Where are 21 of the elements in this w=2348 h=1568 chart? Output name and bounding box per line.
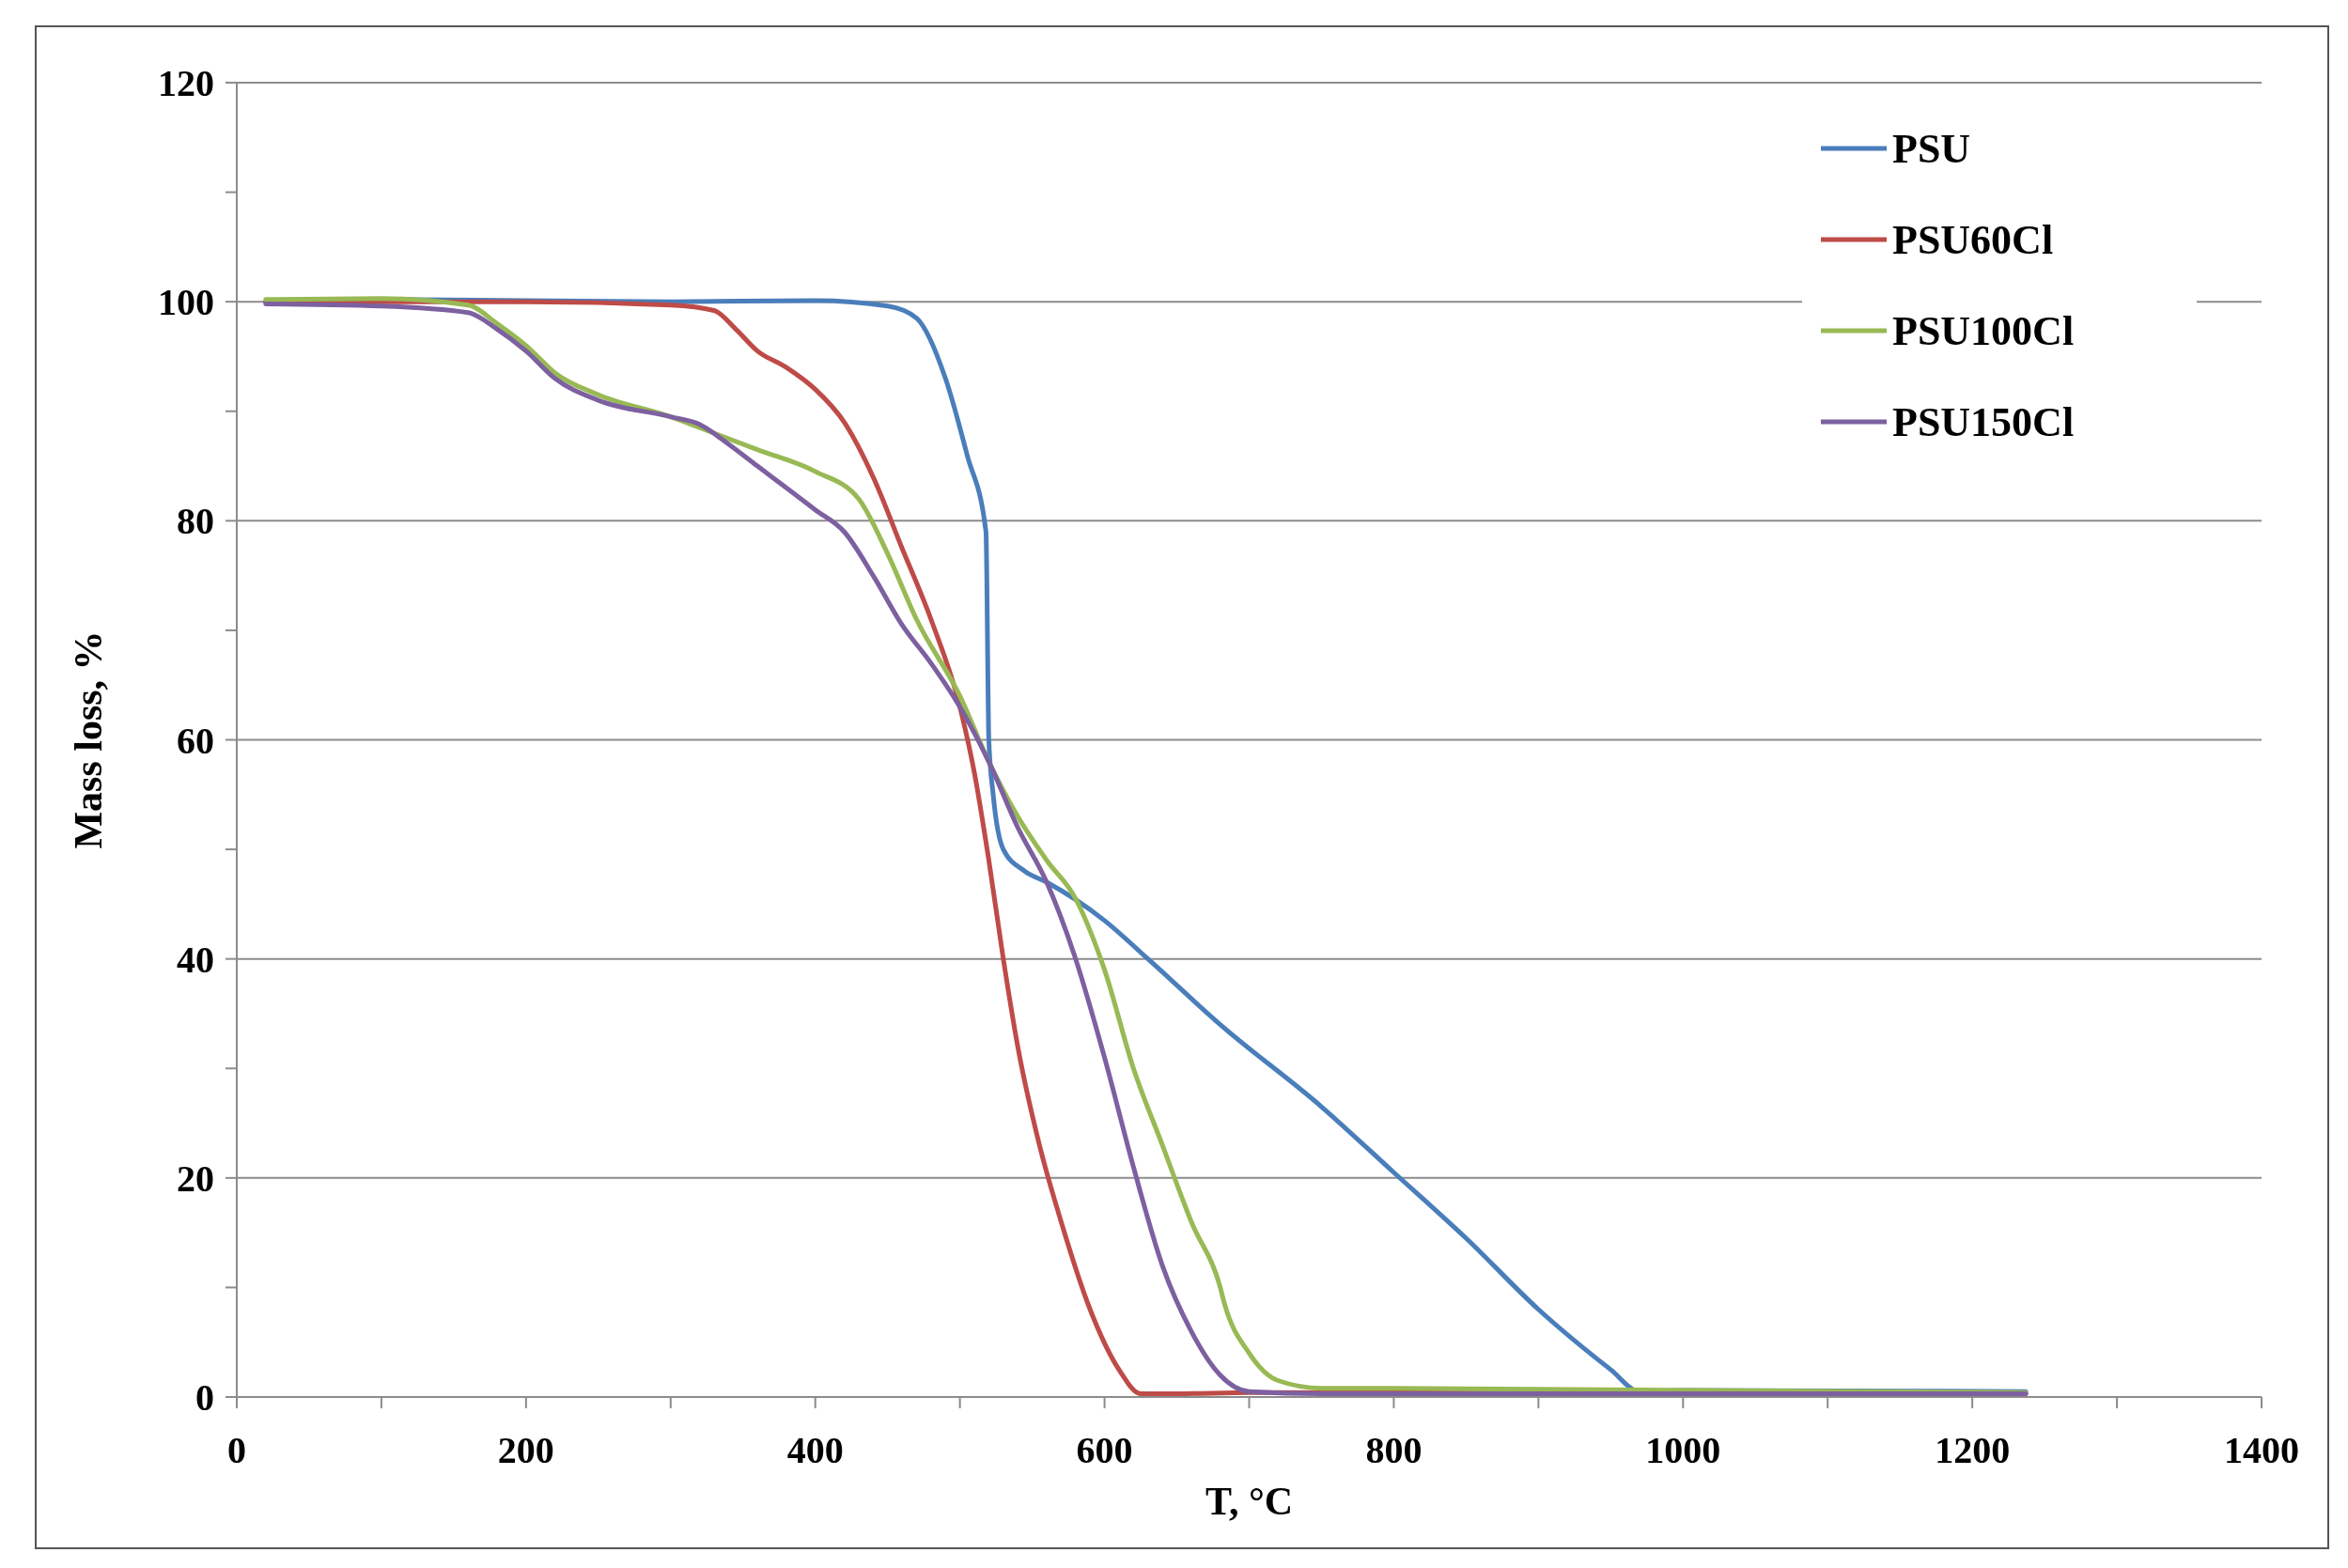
y-tick-label: 120 xyxy=(158,62,214,104)
y-tick-label: 40 xyxy=(177,938,214,981)
x-tick-label: 200 xyxy=(497,1429,554,1471)
y-tick-label: 20 xyxy=(177,1157,214,1200)
legend-label: PSU100Cl xyxy=(1892,308,2075,355)
x-tick-label: 400 xyxy=(786,1429,844,1471)
legend-label: PSU xyxy=(1892,126,1971,173)
x-tick-label: 0 xyxy=(227,1429,246,1471)
x-tick-label: 800 xyxy=(1365,1429,1423,1471)
y-axis-title: Mass loss, % xyxy=(67,630,110,849)
x-axis-title: T, °C xyxy=(1205,1480,1294,1523)
x-tick-label: 600 xyxy=(1076,1429,1133,1471)
legend-label: PSU60Cl xyxy=(1892,217,2054,264)
y-tick-label: 100 xyxy=(158,281,214,324)
legend-label: PSU150Cl xyxy=(1892,399,2075,446)
y-tick-label: 80 xyxy=(177,500,214,543)
x-tick-label: 1200 xyxy=(1935,1429,2011,1471)
x-tick-label: 1000 xyxy=(1645,1429,1721,1471)
y-tick-label: 60 xyxy=(177,719,214,762)
y-tick-label: 0 xyxy=(195,1376,214,1419)
x-tick-label: 1400 xyxy=(2224,1429,2299,1471)
